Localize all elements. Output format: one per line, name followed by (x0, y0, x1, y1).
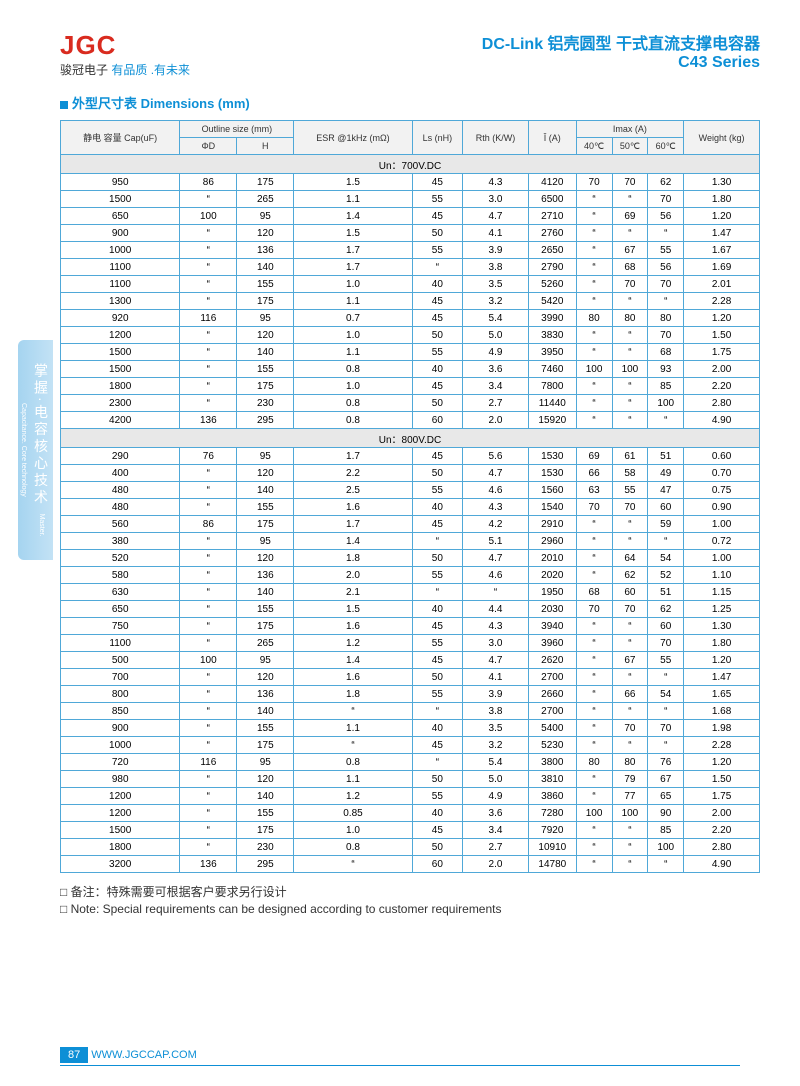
table-row: 3200136295“602.014780“““4.90 (61, 856, 760, 873)
table-row: 750“1751.6454.33940““601.30 (61, 618, 760, 635)
table-row: 1500“1401.1554.93950““681.75 (61, 344, 760, 361)
section-header: Un：800V.DC (61, 429, 760, 448)
table-row: 1100“1551.0403.55260“70702.01 (61, 276, 760, 293)
table-row: 900“1551.1403.55400“70701.98 (61, 720, 760, 737)
section-title: 外型尺寸表 Dimensions (mm) (60, 93, 760, 112)
table-row: 400“1202.2504.715306658490.70 (61, 465, 760, 482)
table-row: 950861751.5454.341207070621.30 (61, 174, 760, 191)
table-row: 1300“1751.1453.25420“““2.28 (61, 293, 760, 310)
th-cap: 静电 容量 Cap(uF) (61, 121, 180, 155)
table-row: 1100“2651.2553.03960““701.80 (61, 635, 760, 652)
notes: □ 备注：特殊需要可根据客户要求另行设计 □ Note: Special req… (60, 883, 760, 916)
table-row: 720116950.8“5.438008080761.20 (61, 754, 760, 771)
dimensions-table: 静电 容量 Cap(uF) Outline size (mm) ESR @1kH… (60, 120, 760, 873)
th-ihat: Î (A) (528, 121, 576, 155)
th-phiD: ΦD (180, 138, 237, 155)
side-tab: 掌握·电容核心技术 Master. Capacitance. Core tech… (18, 340, 53, 560)
side-tab-cn: 掌握·电容核心技术 (33, 363, 49, 507)
table-row: 1000“1361.7553.92650“67551.67 (61, 242, 760, 259)
table-row: 1200“1201.0505.03830““701.50 (61, 327, 760, 344)
title: DC-Link 铝壳圆型 干式直流支撑电容器 C43 Series (482, 30, 760, 72)
th-imax: Imax (A) (576, 121, 683, 138)
table-row: 500100951.4454.72620“67551.20 (61, 652, 760, 669)
table-row: 980“1201.1505.03810“79671.50 (61, 771, 760, 788)
table-row: 900“1201.5504.12760“““1.47 (61, 225, 760, 242)
table-row: 2300“2300.8502.711440““1002.80 (61, 395, 760, 412)
table-row: 700“1201.6504.12700“““1.47 (61, 669, 760, 686)
table-row: 920116950.7455.439908080801.20 (61, 310, 760, 327)
footer: 87WWW.JGCCAP.COM (60, 1045, 740, 1066)
th-outline: Outline size (mm) (180, 121, 294, 138)
table-row: 800“1361.8553.92660“66541.65 (61, 686, 760, 703)
th-t60: 60℃ (648, 138, 684, 155)
table-row: 1800“2300.8502.710910““1002.80 (61, 839, 760, 856)
brand-logo: JGC (60, 30, 190, 61)
table-row: 1500“1550.8403.67460100100932.00 (61, 361, 760, 378)
header: JGC 骏冠电子 有品质 .有未来 DC-Link 铝壳圆型 干式直流支撑电容器… (60, 30, 760, 78)
table-row: 480“1402.5554.615606355470.75 (61, 482, 760, 499)
table-row: 1200“1550.85403.67280100100902.00 (61, 805, 760, 822)
table-row: 580“1362.0554.62020“62521.10 (61, 567, 760, 584)
table-row: 560861751.7454.22910““591.00 (61, 516, 760, 533)
table-row: 630“1402.1““19506860511.15 (61, 584, 760, 601)
table-row: 380“951.4“5.12960“““0.72 (61, 533, 760, 550)
table-row: 480“1551.6404.315407070600.90 (61, 499, 760, 516)
brand: JGC 骏冠电子 有品质 .有未来 (60, 30, 190, 78)
table-row: 1500“2651.1553.06500““701.80 (61, 191, 760, 208)
th-rth: Rth (K/W) (463, 121, 529, 155)
table-row: 1200“1401.2554.93860“77651.75 (61, 788, 760, 805)
table-row: 850“140““3.82700“““1.68 (61, 703, 760, 720)
th-ls: Ls (nH) (412, 121, 462, 155)
table-row: 1100“1401.7“3.82790“68561.69 (61, 259, 760, 276)
table-row: 1500“1751.0453.47920““852.20 (61, 822, 760, 839)
table-row: 29076951.7455.615306961510.60 (61, 448, 760, 465)
title-main: DC-Link 铝壳圆型 干式直流支撑电容器 (482, 30, 760, 54)
table-row: 650100951.4454.72710“69561.20 (61, 208, 760, 225)
th-H: H (237, 138, 294, 155)
page-num: 87 (60, 1047, 88, 1063)
section-header: Un：700V.DC (61, 155, 760, 174)
table-row: 520“1201.8504.72010“64541.00 (61, 550, 760, 567)
th-t40: 40℃ (576, 138, 612, 155)
footer-url: WWW.JGCCAP.COM (91, 1049, 197, 1061)
table-row: 1800“1751.0453.47800““852.20 (61, 378, 760, 395)
note-cn: □ 备注：特殊需要可根据客户要求另行设计 (60, 883, 760, 900)
table-row: 650“1551.5404.420307070621.25 (61, 601, 760, 618)
table-row: 42001362950.8602.015920“““4.90 (61, 412, 760, 429)
table-row: 1000“175“453.25230“““2.28 (61, 737, 760, 754)
brand-sub: 骏冠电子 有品质 .有未来 (60, 61, 190, 78)
th-t50: 50℃ (612, 138, 648, 155)
note-en: □ Note: Special requirements can be desi… (60, 902, 760, 916)
th-weight: Weight (kg) (684, 121, 760, 155)
title-series: C43 Series (482, 54, 760, 72)
th-esr: ESR @1kHz (mΩ) (294, 121, 412, 155)
